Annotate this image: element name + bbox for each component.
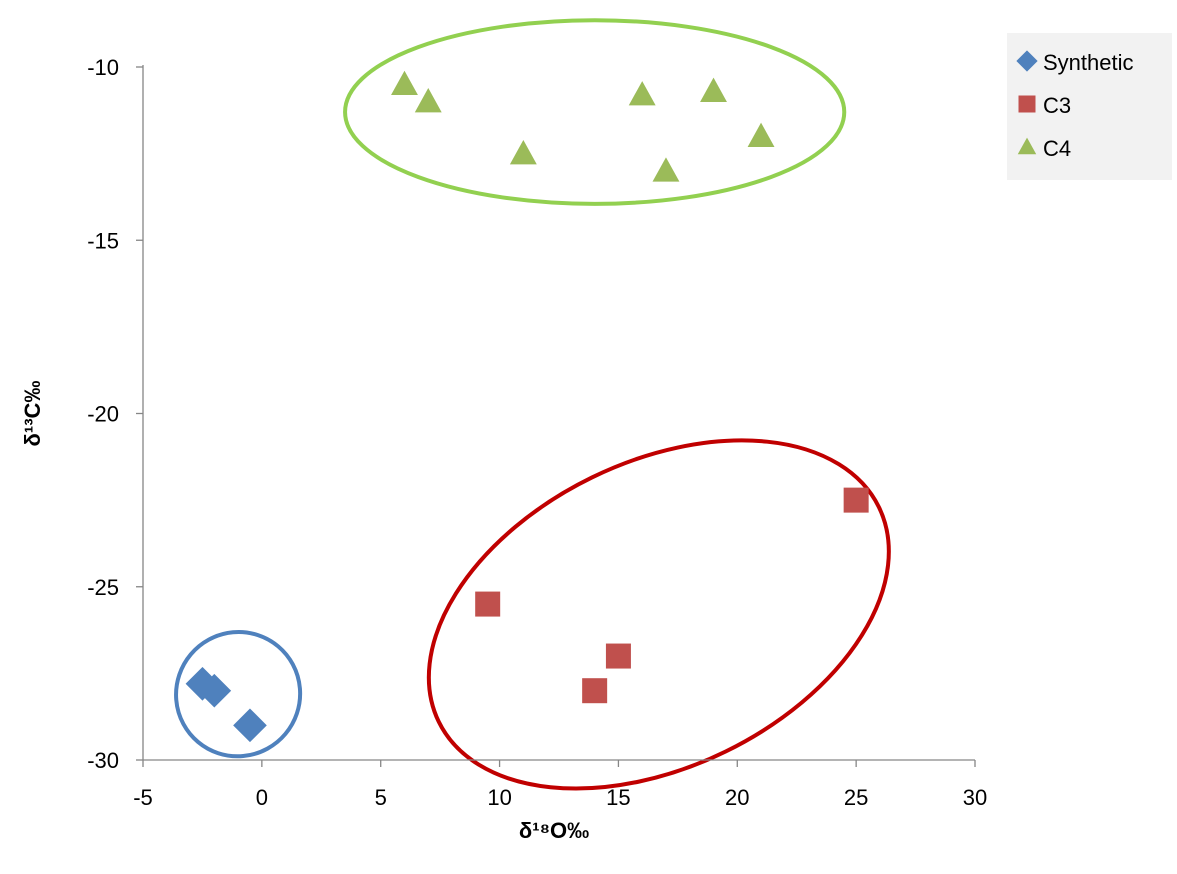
data-points (185, 70, 869, 743)
x-tick-label: 0 (256, 785, 268, 810)
x-tick-label: 5 (375, 785, 387, 810)
point-c3 (605, 643, 631, 669)
point-synthetic (197, 673, 232, 708)
point-c4 (509, 139, 537, 165)
point-c4 (628, 81, 656, 106)
x-tick-label: 15 (606, 785, 630, 810)
axes: -5 0 5 10 15 20 25 30 -10 -15 -20 -25 -30 (87, 55, 987, 810)
legend-marker-synthetic (1016, 50, 1038, 72)
x-tick-label: 20 (725, 785, 749, 810)
point-c4 (700, 77, 727, 102)
x-tick-label: 10 (487, 785, 511, 810)
point-c4 (652, 157, 680, 182)
point-c4 (747, 122, 775, 147)
y-tick-label: -20 (87, 402, 119, 427)
x-tick-label: 25 (844, 785, 868, 810)
point-synthetic (233, 708, 267, 743)
legend-marker-c3 (1018, 95, 1036, 113)
point-c4 (391, 70, 418, 96)
cluster-ellipse-c4 (343, 18, 847, 206)
legend-marker-c4 (1017, 137, 1037, 155)
y-tick-label: -25 (87, 575, 119, 600)
point-c4 (414, 88, 442, 113)
y-axis-title: δ¹³C‰ (20, 381, 45, 447)
cluster-ellipses (174, 18, 891, 791)
legend-label-c4: C4 (1043, 136, 1071, 161)
legend-label-synthetic: Synthetic (1043, 50, 1134, 75)
cluster-ellipse-synthetic (174, 630, 303, 759)
y-tick-label: -30 (87, 748, 119, 773)
x-tick-label: -5 (133, 785, 153, 810)
x-tick-label: 30 (963, 785, 987, 810)
legend: Synthetic C3 C4 (1007, 33, 1172, 180)
point-c3 (475, 591, 501, 617)
point-c3 (582, 678, 608, 704)
point-c3 (843, 487, 869, 513)
cluster-ellipse-c3 (426, 438, 891, 791)
x-axis-title: δ¹⁸O‰ (519, 818, 589, 843)
y-tick-label: -10 (87, 55, 119, 80)
y-tick-label: -15 (87, 228, 119, 253)
legend-label-c3: C3 (1043, 93, 1071, 118)
